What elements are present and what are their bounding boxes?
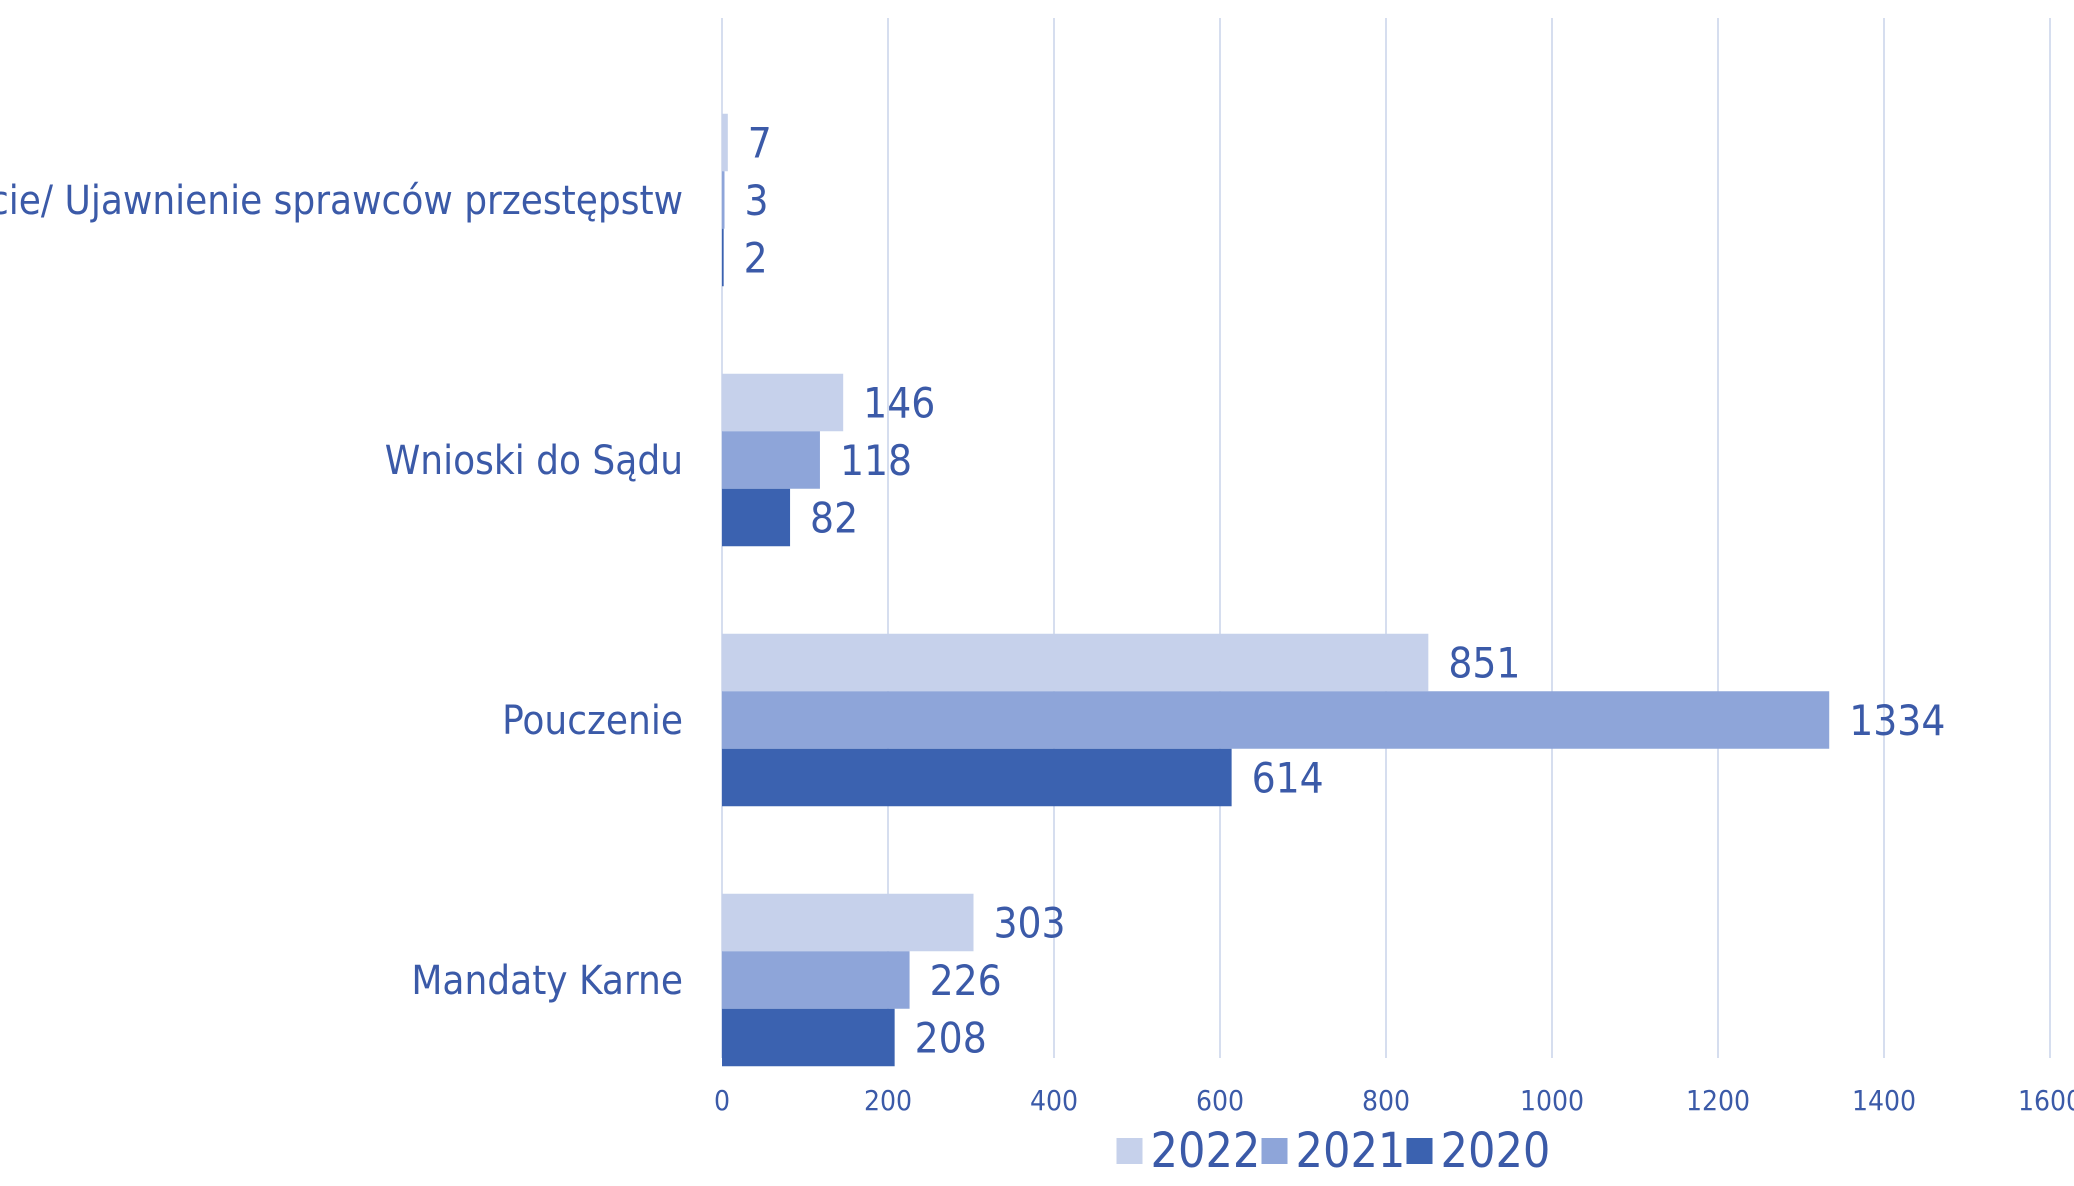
- legend-swatch-2022: [1116, 1138, 1143, 1164]
- x-tick-label: 400: [1030, 1084, 1078, 1117]
- bar-2021: [722, 951, 910, 1009]
- bar-2022: [722, 373, 844, 432]
- data-label: 118: [840, 436, 912, 485]
- category-label: Wnioski do Sądu: [385, 438, 683, 484]
- x-tick-label: 0: [714, 1084, 730, 1117]
- x-tick-label: 200: [864, 1084, 912, 1117]
- x-tick-label: 800: [1362, 1084, 1410, 1117]
- x-tick-label: 1400: [1852, 1084, 1916, 1117]
- data-label: 1334: [1849, 696, 1945, 745]
- x-tick-label: 600: [1196, 1084, 1244, 1117]
- category-label: Pouczenie: [502, 698, 683, 744]
- bar-2020: [722, 488, 791, 547]
- data-label: 226: [930, 956, 1002, 1005]
- legend-swatch-2021: [1261, 1138, 1288, 1164]
- legend-label: 2022: [1151, 1123, 1261, 1179]
- data-labels: 7 146 851 303 3 118 1334 226 2 82 614 208: [744, 119, 1946, 1063]
- data-label: 208: [915, 1014, 987, 1063]
- bar-2021: [722, 431, 820, 489]
- bar-2022: [722, 113, 728, 172]
- data-label: 614: [1252, 754, 1324, 803]
- legend-label: 2020: [1441, 1123, 1551, 1179]
- data-label: 303: [993, 899, 1065, 948]
- x-axis-ticks: 0 200 400 600 800 1000 1200 1400 1600: [714, 1084, 2074, 1117]
- bars: [722, 113, 1830, 1067]
- bar-2022: [722, 633, 1429, 692]
- category-label: Mandaty Karne: [411, 958, 683, 1004]
- bar-2020: [722, 748, 1232, 807]
- data-label: 851: [1448, 639, 1520, 688]
- x-tick-label: 1600: [2018, 1084, 2074, 1117]
- bar-2022: [722, 893, 974, 952]
- data-label: 146: [863, 379, 935, 428]
- category-label: Ujęcie/ Ujawnienie sprawców przestępstw: [0, 178, 683, 224]
- category-axis: Ujęcie/ Ujawnienie sprawców przestępstw W…: [0, 178, 683, 1004]
- bar-2020: [722, 1008, 895, 1067]
- data-label: 2: [744, 234, 768, 283]
- data-label: 7: [748, 119, 772, 168]
- legend: 2022 2021 2020: [1116, 1123, 1551, 1179]
- gridlines: [721, 18, 2051, 1058]
- data-label: 82: [810, 494, 858, 543]
- legend-label: 2021: [1296, 1123, 1406, 1179]
- bar-2021: [722, 691, 1830, 749]
- x-tick-label: 1000: [1520, 1084, 1584, 1117]
- bar-2021: [722, 171, 725, 229]
- legend-swatch-2020: [1406, 1138, 1433, 1164]
- data-label: 3: [744, 176, 768, 225]
- x-tick-label: 1200: [1686, 1084, 1750, 1117]
- bar-2020: [722, 228, 724, 287]
